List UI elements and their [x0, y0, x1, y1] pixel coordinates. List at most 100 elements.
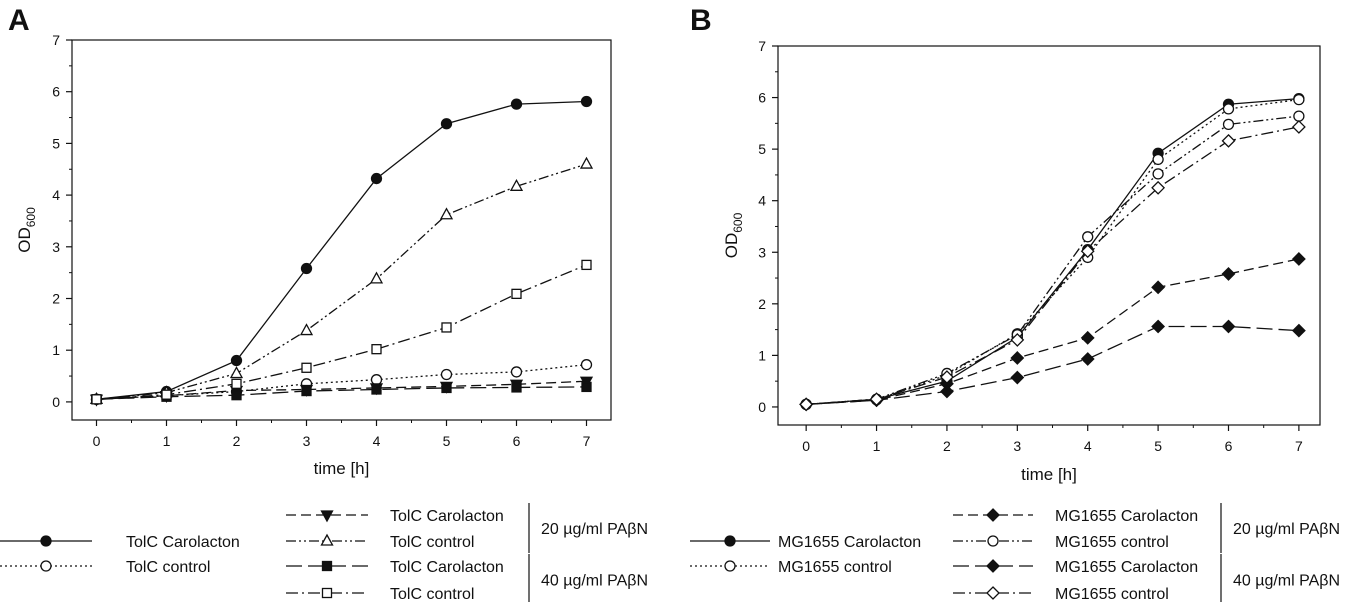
data-point — [370, 374, 383, 386]
data-point — [441, 382, 452, 394]
data-point — [1151, 180, 1166, 195]
legend-group-label: 40 µg/ml PAβN — [1233, 573, 1340, 590]
y-tick-label: 7 — [52, 32, 60, 48]
data-point — [1291, 323, 1306, 338]
series-line — [806, 325, 1299, 406]
x-tick-label: 4 — [373, 433, 381, 449]
data-point — [1010, 332, 1025, 347]
data-point — [581, 259, 592, 271]
y-axis-label: OD600 — [722, 212, 745, 258]
legend-label: TolC control — [126, 559, 210, 576]
legend-label: TolC Carolacton — [126, 534, 240, 551]
data-point — [1221, 266, 1236, 281]
legend-label: TolC control — [390, 586, 474, 602]
y-tick-label: 4 — [758, 193, 766, 209]
legend: MG1655 Carolacton MG1655 control MG1655 Ca… — [690, 503, 1340, 602]
legend-entry-marker — [986, 508, 1000, 522]
legend-entry-marker — [986, 559, 1000, 573]
y-tick-label: 5 — [758, 141, 766, 157]
data-point — [1222, 118, 1235, 131]
legend-label: MG1655 Carolacton — [1055, 559, 1198, 576]
x-tick-label: 6 — [513, 433, 521, 449]
y-axis-label-main: OD — [722, 233, 741, 259]
data-point — [1080, 352, 1095, 366]
legend-label: MG1655 Carolacton — [1055, 508, 1198, 525]
data-point — [1221, 319, 1236, 334]
legend-entry-marker — [724, 560, 736, 572]
panel-letter: A — [8, 4, 30, 37]
series-0 — [90, 95, 593, 405]
data-point — [440, 368, 453, 381]
legend-label: TolC control — [390, 534, 474, 551]
series-5 — [91, 259, 592, 405]
data-point — [1082, 231, 1094, 243]
legend-label: MG1655 Carolacton — [778, 534, 921, 551]
panel-b: B 0 1 2 3 4 5 6 7 0 1 2 3 4 5 6 7 time [h] OD600 MG1655 Car… — [690, 4, 1340, 602]
data-point — [371, 344, 382, 355]
x-tick-label: 4 — [1084, 438, 1092, 454]
data-point — [580, 95, 593, 108]
data-point — [229, 366, 244, 379]
y-tick-label: 5 — [52, 135, 60, 151]
x-tick-label: 7 — [1295, 438, 1303, 454]
data-point — [441, 322, 452, 333]
data-point — [1291, 252, 1306, 266]
series-4 — [799, 319, 1306, 412]
series-line — [96, 163, 587, 400]
data-point — [1080, 244, 1095, 259]
data-point — [371, 384, 382, 395]
series-line — [806, 126, 1300, 406]
series-line — [96, 380, 587, 400]
x-axis-label: time [h] — [314, 459, 370, 478]
data-point — [511, 288, 522, 300]
data-point — [1151, 280, 1166, 295]
data-point — [300, 262, 313, 275]
legend-label: MG1655 control — [778, 559, 892, 576]
data-point — [1010, 370, 1025, 385]
legend-group-label: 40 µg/ml PAβN — [541, 573, 648, 590]
y-tick-label: 7 — [758, 38, 766, 54]
legend-entry-marker — [40, 560, 52, 572]
data-point — [1010, 351, 1025, 365]
data-point — [1221, 133, 1236, 148]
legend-group-label: 20 µg/ml PAβN — [1233, 521, 1340, 538]
data-point — [91, 394, 102, 405]
data-point — [1152, 153, 1164, 166]
y-tick-label: 6 — [758, 90, 766, 106]
legend-entry-marker — [987, 535, 999, 547]
data-point — [1293, 93, 1305, 106]
x-tick-label: 5 — [1154, 438, 1162, 454]
legend-entry-marker — [321, 560, 333, 572]
data-point — [301, 385, 312, 397]
data-point — [1291, 120, 1306, 134]
panel-letter: B — [690, 4, 712, 37]
series-line — [96, 386, 587, 400]
data-point — [869, 392, 884, 407]
legend-entry-marker — [40, 535, 52, 547]
data-point — [510, 98, 523, 110]
series-line — [96, 100, 587, 400]
data-point — [439, 207, 454, 220]
y-tick-label: 6 — [52, 84, 60, 100]
panel-a: A 0 1 2 3 4 5 6 7 0 1 2 3 4 5 6 7 time [h] OD600 TolC Carol… — [0, 4, 648, 602]
y-tick-label: 1 — [758, 347, 766, 363]
x-tick-label: 1 — [873, 438, 881, 454]
data-point — [299, 323, 314, 336]
x-tick-label: 6 — [1225, 438, 1233, 454]
data-point — [799, 397, 814, 412]
x-tick-label: 1 — [163, 433, 171, 449]
y-axis-label-sub: 600 — [731, 212, 745, 232]
x-tick-label: 0 — [93, 433, 101, 449]
data-point — [579, 156, 594, 169]
y-tick-label: 0 — [758, 399, 766, 415]
y-tick-label: 3 — [52, 239, 60, 255]
data-point — [231, 390, 242, 401]
data-point — [1293, 110, 1305, 122]
x-tick-label: 0 — [802, 438, 810, 454]
plot-frame — [777, 45, 1321, 426]
y-axis-label: OD600 — [15, 207, 38, 253]
data-point — [940, 370, 954, 384]
legend-entry-marker — [724, 535, 736, 547]
x-tick-label: 5 — [443, 433, 451, 449]
